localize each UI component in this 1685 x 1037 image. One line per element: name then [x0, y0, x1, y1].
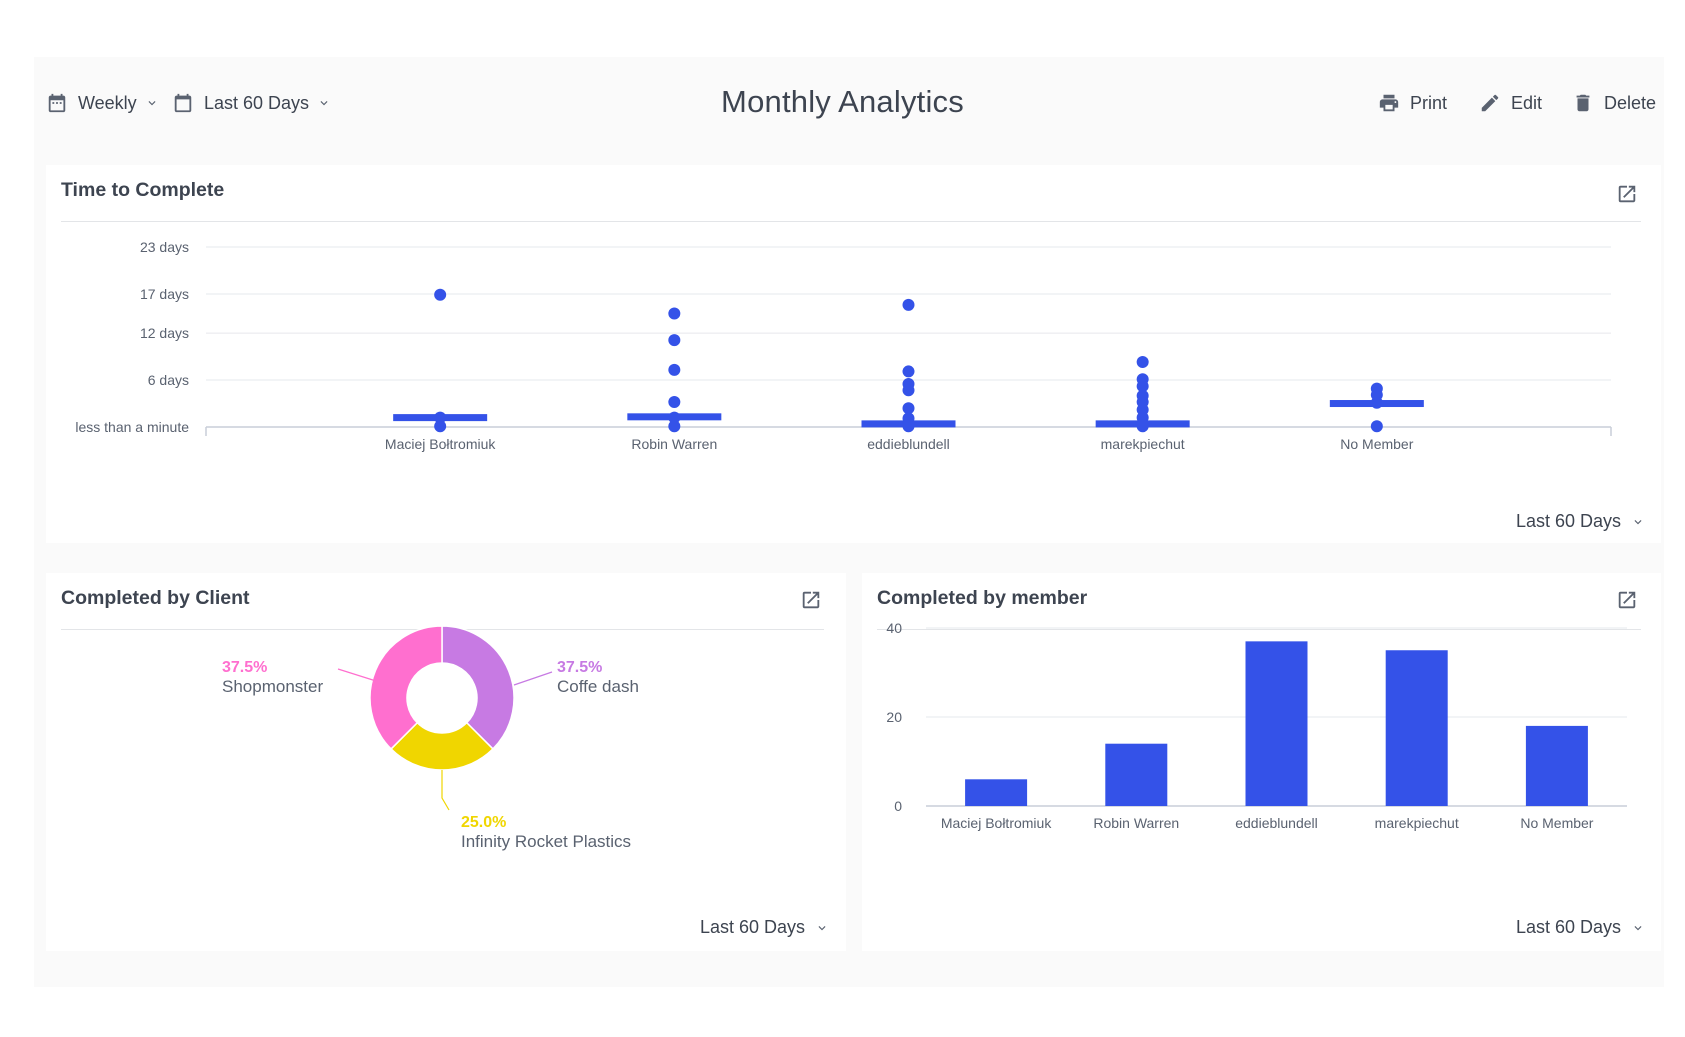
y-tick-label: 12 days — [140, 325, 189, 341]
card-title: Time to Complete — [61, 179, 225, 201]
data-point — [668, 363, 681, 376]
edit-label: Edit — [1511, 92, 1543, 113]
edit-button[interactable]: Edit — [1479, 88, 1542, 118]
leader-line — [337, 668, 377, 682]
x-tick-label: Maciej Bołtromiuk — [941, 815, 1052, 831]
data-point — [668, 411, 681, 424]
slice-percent-label: 37.5% — [222, 659, 267, 676]
pie-slice — [441, 625, 515, 750]
data-point — [902, 384, 915, 397]
leader-line — [513, 671, 553, 686]
calendar-icon — [48, 93, 66, 113]
pencil-icon — [1481, 94, 1499, 112]
period-label: Weekly — [78, 92, 137, 113]
data-point — [668, 420, 681, 433]
data-point — [434, 420, 447, 433]
data-point — [1136, 380, 1149, 393]
open-external-icon[interactable] — [1616, 183, 1638, 205]
range-label: Last 60 Days — [700, 917, 806, 937]
x-tick-label: Maciej Bołtromiuk — [385, 436, 496, 452]
y-tick-label: less than a minute — [75, 419, 189, 435]
data-point — [1136, 420, 1149, 433]
trash-icon — [1576, 94, 1590, 112]
data-point — [902, 420, 915, 433]
y-tick-label: 17 days — [140, 286, 189, 302]
data-point — [668, 334, 681, 347]
printer-icon — [1379, 94, 1399, 112]
slice-percent-label: 25.0% — [461, 814, 506, 831]
data-point — [668, 395, 681, 408]
bar — [1245, 641, 1308, 806]
chevron-down-icon — [1634, 925, 1642, 930]
y-tick-label: 23 days — [140, 239, 189, 255]
range-label: Last 60 Days — [204, 92, 310, 113]
x-tick-label: Robin Warren — [631, 436, 717, 452]
print-button[interactable]: Print — [1378, 88, 1447, 118]
slice-name-label: Infinity Rocket Plastics — [461, 832, 631, 851]
y-tick-label: 0 — [894, 798, 902, 814]
x-tick-label: marekpiechut — [1375, 815, 1459, 831]
card-divider — [877, 629, 1641, 630]
page-title: Monthly Analytics — [721, 84, 964, 119]
print-label: Print — [1410, 92, 1448, 113]
bar — [1385, 650, 1448, 806]
bar — [1105, 743, 1168, 806]
data-point — [1370, 396, 1383, 409]
bar — [965, 779, 1028, 806]
x-tick-label: No Member — [1340, 436, 1413, 452]
y-tick-label: 20 — [886, 709, 902, 725]
slice-percent-label: 37.5% — [557, 659, 602, 676]
data-point — [434, 288, 447, 301]
x-tick-label: eddieblundell — [1235, 815, 1318, 831]
data-point — [1136, 356, 1149, 369]
range-label: Last 60 Days — [1516, 917, 1622, 937]
delete-label: Delete — [1604, 92, 1657, 113]
y-tick-label: 6 days — [148, 372, 189, 388]
range-dropdown[interactable]: Last 60 Days — [700, 917, 829, 938]
data-point — [668, 307, 681, 320]
completed-by-member-chart: 0 20 40 Maciej Bołtromiuk Robin Warren eddieb… — [886, 620, 1627, 831]
data-point — [902, 402, 915, 415]
chevron-down-icon — [1634, 519, 1642, 524]
delete-button[interactable]: Delete — [1572, 88, 1656, 118]
slice-name-label: Coffe dash — [557, 677, 639, 696]
x-tick-label: No Member — [1520, 815, 1593, 831]
x-tick-label: Robin Warren — [1093, 815, 1179, 831]
data-point — [902, 365, 915, 378]
card-title: Completed by Client — [61, 587, 250, 609]
range-dropdown[interactable]: Last 60 Days — [1516, 917, 1645, 938]
chevron-down-icon — [148, 101, 156, 106]
card-divider — [61, 221, 1641, 222]
leader-line — [441, 770, 450, 811]
y-tick-label: 40 — [886, 620, 902, 636]
pie-slice — [369, 625, 443, 750]
chevron-down-icon — [320, 101, 328, 106]
range-dropdown[interactable]: Last 60 Days — [1516, 511, 1645, 532]
period-dropdown[interactable]: Weekly — [46, 88, 159, 118]
time-to-complete-card: Time to Complete Last 60 Days — [46, 165, 1661, 543]
x-tick-label: eddieblundell — [867, 436, 950, 452]
chevron-down-icon — [818, 925, 826, 930]
range-dropdown[interactable]: Last 60 Days — [172, 88, 331, 118]
x-tick-label: marekpiechut — [1101, 436, 1185, 452]
calendar-icon — [174, 93, 192, 113]
open-external-icon[interactable] — [1616, 589, 1638, 611]
data-point — [1370, 420, 1383, 433]
data-point — [434, 411, 447, 424]
bar — [1525, 725, 1588, 806]
card-title: Completed by member — [877, 587, 1088, 609]
data-point — [902, 298, 915, 311]
slice-name-label: Shopmonster — [222, 677, 323, 696]
open-external-icon[interactable] — [800, 589, 822, 611]
range-label: Last 60 Days — [1516, 511, 1622, 531]
time-to-complete-chart: less than a minute 6 days 12 days 17 days 23… — [75, 239, 1612, 452]
